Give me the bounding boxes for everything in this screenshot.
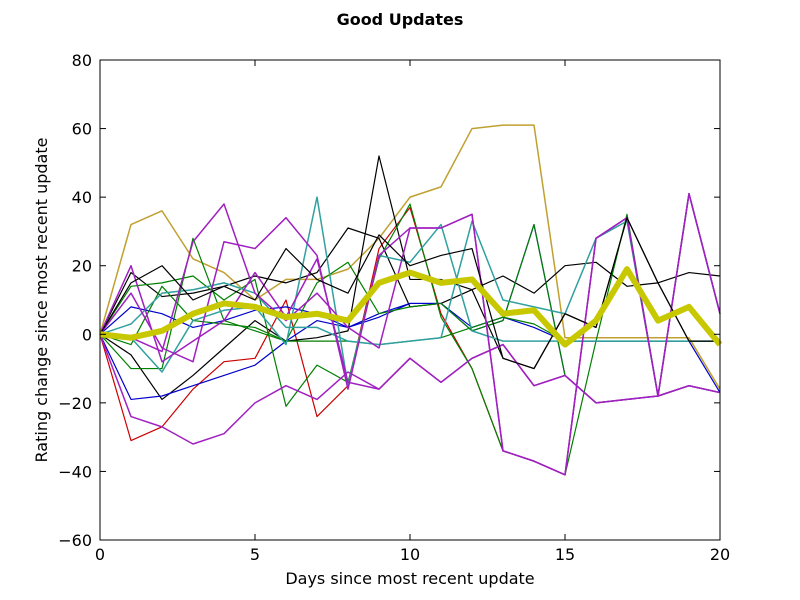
x-axis-label: Days since most recent update — [285, 569, 534, 588]
x-tick-label: 5 — [250, 545, 260, 564]
x-axis: 0 5 10 15 20 — [95, 60, 730, 564]
series-line-14 — [99, 192, 721, 476]
y-axis-label: Rating change since most recent update — [32, 138, 51, 463]
series-layer — [99, 124, 723, 476]
y-tick-label: −40 — [58, 462, 92, 481]
series-line-2 — [99, 193, 721, 476]
chart-title: Good Updates — [337, 10, 464, 29]
y-tick-label: −20 — [58, 394, 92, 413]
y-tick-label: 20 — [72, 257, 92, 276]
series-line-11 — [99, 192, 721, 397]
series-line-15 — [99, 192, 721, 476]
y-tick-label: 60 — [72, 120, 92, 139]
y-axis: −60 −40 −20 0 20 40 60 80 — [58, 51, 720, 550]
series-line-1 — [99, 124, 721, 390]
series-line-10 — [99, 196, 720, 387]
y-tick-label: −60 — [58, 531, 92, 550]
series-line-3 — [99, 155, 720, 401]
y-tick-label: 40 — [72, 188, 92, 207]
series-line-12 — [99, 258, 721, 404]
series-line-13 — [99, 334, 721, 445]
y-tick-label: 80 — [72, 51, 92, 70]
x-tick-label: 0 — [95, 545, 105, 564]
x-tick-label: 15 — [555, 545, 575, 564]
series-line-17 — [99, 266, 723, 348]
series-line-7 — [99, 203, 721, 476]
y-tick-label: 0 — [82, 325, 92, 344]
x-tick-label: 10 — [400, 545, 420, 564]
x-tick-label: 20 — [710, 545, 730, 564]
series-line-16 — [99, 217, 720, 370]
